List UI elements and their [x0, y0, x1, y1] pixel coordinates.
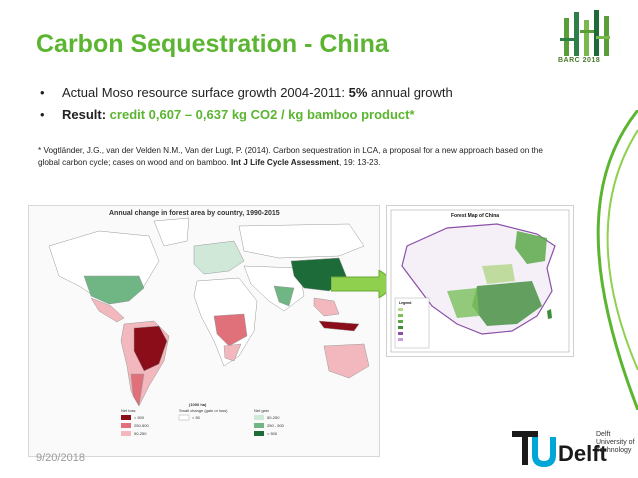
central-forest: [482, 264, 515, 284]
legend-loss-item: 50-250: [134, 431, 147, 436]
bullet-item-result: • Result: credit 0,607 – 0,637 kg CO2 / …: [40, 107, 453, 129]
reference-citation: * Vogtländer, J.G., van der Velden N.M.,…: [38, 145, 548, 169]
southern-forest: [472, 281, 542, 326]
bullet-highlight: credit 0,607 – 0,637 kg CO2 / kg bamboo …: [109, 107, 415, 122]
bullet-item-growth: • Actual Moso resource surface growth 20…: [40, 85, 453, 107]
central-africa-shape: [213, 313, 248, 347]
bullet-marker: •: [40, 85, 45, 100]
bullet-highlight: 5%: [348, 85, 368, 100]
bullet-list: • Actual Moso resource surface growth 20…: [40, 85, 453, 129]
china-map-graphic: Legend: [390, 209, 570, 353]
slide-date: 9/20/2018: [36, 452, 85, 464]
australia-shape: [323, 343, 370, 379]
taiwan-island: [547, 309, 552, 319]
brazil-shape: [133, 325, 168, 372]
bullet-label: Result:: [62, 107, 110, 122]
world-map-legend: (1000 ha) Net loss Small change (gain or…: [121, 402, 285, 436]
southeast-asia-shape: [313, 297, 340, 317]
legend-net-loss-label: Net loss: [121, 408, 135, 413]
legend-swatch-loss-mid: [121, 423, 131, 428]
legend-loss-item: 250-500: [134, 423, 149, 428]
mexico-central-america-shape: [90, 297, 125, 323]
southern-africa-shape: [223, 343, 242, 362]
northeast-forest: [515, 231, 547, 264]
bullet-text: Actual Moso resource surface growth 2004…: [62, 85, 349, 100]
reference-journal: Int J Life Cycle Assessment: [231, 158, 339, 167]
legend-gain-item: 250 - 500: [267, 423, 285, 428]
world-map-title: Annual change in forest area by country,…: [109, 210, 280, 217]
legend-small-item: < 50: [192, 415, 201, 420]
map-frame: [390, 209, 570, 353]
legend-swatch-small: [178, 414, 190, 421]
argentina-shape: [130, 373, 145, 407]
legend-net-gain-label: Net gain: [254, 408, 269, 413]
slide-title: Carbon Sequestration - China: [36, 30, 389, 58]
legend-unit: (1000 ha): [189, 402, 207, 407]
legend-gain-item: > 500: [267, 431, 278, 436]
legend-loss-item: > 500: [134, 415, 145, 420]
china-map-title: Forest Map of China: [451, 213, 500, 219]
greenland-shape: [153, 217, 190, 247]
world-map-graphic: (1000 ha) Net loss Small change (gain or…: [48, 217, 370, 436]
legend-swatch-loss-high: [121, 415, 131, 420]
china-legend-title: Legend: [399, 301, 411, 305]
india-shape: [273, 285, 295, 307]
legend-small-change-label: Small change (gain or loss): [179, 408, 228, 413]
bullet-marker: •: [40, 107, 45, 122]
china-forest-map: Forest Map of China Legend: [386, 205, 574, 357]
legend-gain-item: 50-250: [267, 415, 280, 420]
decorative-swirl: [596, 110, 638, 410]
tud-u: [532, 437, 556, 467]
bullet-text-suffix: annual growth: [367, 85, 453, 100]
barc-logo-text: BARC 2018: [558, 57, 601, 64]
barc-logo: [560, 10, 610, 56]
tudelft-logo: Delft: [512, 431, 608, 467]
reference-text: * Vogtländer, J.G., van der Velden N.M.,…: [38, 146, 543, 167]
southwest-forest: [447, 288, 479, 318]
tudelft-subtitle: Delft University of Technology: [596, 431, 635, 454]
tud-delft-text: Delft: [558, 441, 608, 466]
tud-t-stem: [522, 431, 528, 465]
legend-swatch-gain-low: [254, 415, 264, 420]
europe-shape: [193, 240, 245, 275]
legend-swatch-loss-low: [121, 431, 131, 436]
legend-swatch-gain-high: [254, 431, 264, 436]
legend-swatch-gain-mid: [254, 423, 264, 428]
russia-shape: [238, 223, 365, 259]
world-forest-map: Annual change in forest area by country,…: [28, 205, 380, 457]
usa-shape: [83, 275, 145, 305]
indonesia-shape: [318, 320, 360, 332]
reference-text-end: , 19: 13-23.: [339, 158, 381, 167]
